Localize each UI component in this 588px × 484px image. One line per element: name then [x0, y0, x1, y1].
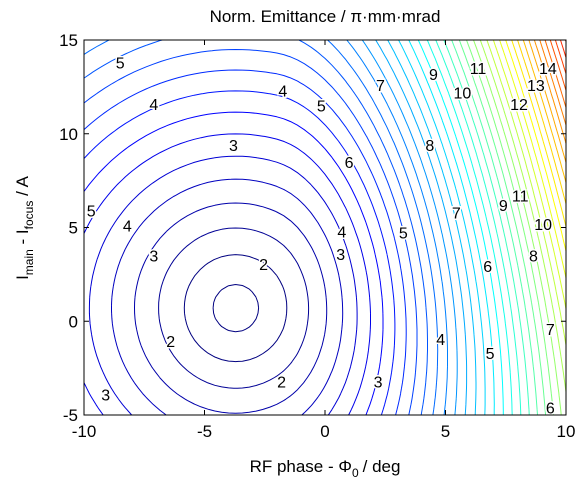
contour-label: 3: [149, 249, 158, 266]
x-tick-label: 5: [441, 422, 450, 441]
contour-label: 4: [123, 219, 132, 236]
contour-label: 12: [510, 97, 528, 114]
contour-line: [408, 39, 495, 415]
contour-label: 14: [539, 61, 557, 78]
x-tick-label: -5: [197, 422, 212, 441]
contour-line: [426, 39, 513, 416]
contour-label: 5: [317, 99, 326, 116]
contour-line: [375, 39, 468, 416]
contour-line: [511, 39, 567, 227]
chart-title: Norm. Emittance / π·mm·mrad: [210, 7, 441, 26]
contour-label: 3: [336, 247, 345, 264]
contour-line: [387, 39, 477, 416]
contour-line: [528, 39, 567, 163]
x-tick-label: 10: [557, 422, 576, 441]
y-axis-label: Imain - Ifocus / A: [13, 175, 36, 280]
contour-label: 11: [470, 61, 487, 78]
contour-line: [451, 39, 538, 416]
y-tick-label: 5: [69, 219, 78, 238]
y-label-sub: focus: [22, 201, 36, 230]
contour-line: [83, 49, 418, 416]
contour-line: [473, 39, 562, 416]
y-label-sub: main: [22, 249, 36, 275]
contour-label: 6: [483, 259, 492, 276]
contour-label: 5: [399, 225, 408, 242]
contour-label: 5: [116, 56, 125, 73]
contour-line: [435, 39, 522, 416]
contour-label: 2: [277, 374, 286, 391]
contour-line: [361, 39, 458, 416]
x-label-part: RF phase - Φ: [250, 457, 352, 476]
y-tick-label: -5: [63, 406, 78, 425]
contour-line: [88, 155, 358, 416]
contour-label: 2: [166, 334, 175, 351]
contour-label: 7: [452, 206, 461, 223]
contour-line: [466, 39, 554, 416]
contour-line: [83, 39, 428, 416]
contour-label: 11: [512, 189, 529, 206]
x-label-part: / deg: [363, 457, 401, 476]
y-tick-label: 10: [59, 125, 78, 144]
y-tick-label: 0: [69, 312, 78, 331]
contour-line: [560, 39, 567, 58]
contour-label: 4: [436, 332, 445, 349]
contour-line: [346, 39, 448, 416]
contour-line: [554, 39, 567, 74]
contour-label: 3: [101, 387, 110, 404]
contour-line: [458, 39, 547, 416]
contour-label: 2: [259, 257, 268, 274]
contour-line: [539, 39, 567, 126]
contour-label: 13: [527, 78, 545, 95]
x-label-sub: 0: [352, 466, 359, 480]
y-label-part: - I: [13, 229, 32, 249]
contour-label: 8: [425, 138, 434, 155]
contour-label: 4: [278, 84, 287, 101]
contour-line: [417, 39, 504, 415]
contour-label: 9: [499, 198, 508, 215]
contour-label: 3: [229, 138, 238, 155]
contour-line: [158, 227, 310, 389]
contour-line: [83, 90, 396, 416]
contour-label: 4: [337, 224, 346, 241]
contour-line: [398, 39, 486, 416]
contour-label: 5: [486, 346, 495, 363]
contour-label: 7: [376, 78, 385, 95]
contour-line: [183, 254, 288, 363]
x-tick-label: 0: [320, 422, 329, 441]
contour-line: [83, 133, 371, 416]
contour-label: 3: [374, 374, 383, 391]
contour-line: [134, 202, 328, 414]
x-axis-label: RF phase - Φ0 / deg: [250, 457, 401, 480]
y-label-part: I: [13, 275, 32, 280]
contour-label: 6: [345, 155, 354, 172]
contour-label: 5: [87, 204, 96, 221]
x-tick-label: -10: [72, 422, 97, 441]
contour-line: [83, 69, 407, 416]
contour-label: 7: [546, 322, 555, 339]
contour-label: 4: [149, 97, 158, 114]
contour-label: 9: [429, 67, 438, 84]
contours: [83, 39, 567, 416]
contour-line: [443, 39, 530, 416]
contour-line: [83, 39, 439, 416]
contour-label: 10: [453, 86, 471, 103]
y-label-part: / A: [13, 175, 32, 200]
y-tick-label: 15: [59, 31, 78, 50]
contour-line: [111, 178, 344, 416]
contour-label: 10: [534, 217, 552, 234]
contour-label: 8: [529, 249, 538, 266]
contour-line: [212, 284, 260, 333]
contour-label: 6: [546, 401, 555, 418]
